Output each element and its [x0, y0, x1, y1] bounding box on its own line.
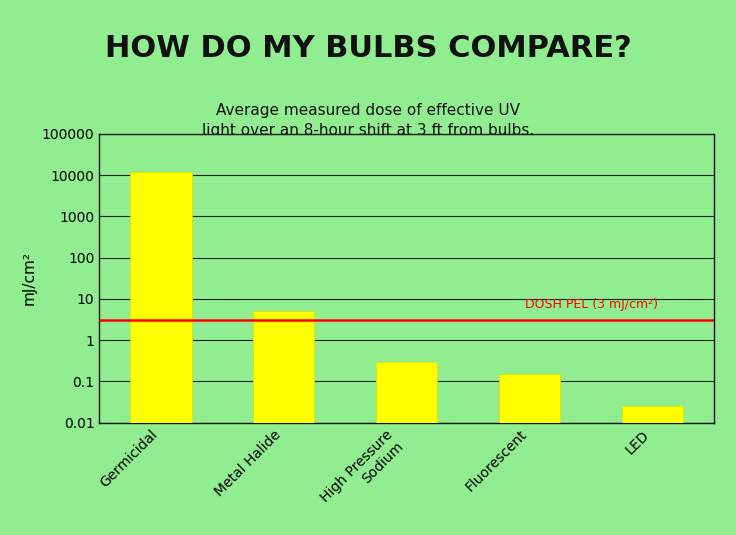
Bar: [130, 172, 191, 535]
Text: Average measured dose of effective UV
light over an 8-hour shift at 3 ft from bu: Average measured dose of effective UV li…: [202, 103, 534, 138]
Bar: [499, 374, 560, 535]
Text: DOSH PEL (3 mJ/cm²): DOSH PEL (3 mJ/cm²): [525, 298, 657, 311]
Text: HOW DO MY BULBS COMPARE?: HOW DO MY BULBS COMPARE?: [105, 34, 631, 63]
Bar: [253, 311, 314, 535]
Bar: [622, 406, 683, 535]
Y-axis label: mJ/cm²: mJ/cm²: [21, 251, 36, 305]
Bar: [376, 362, 437, 535]
